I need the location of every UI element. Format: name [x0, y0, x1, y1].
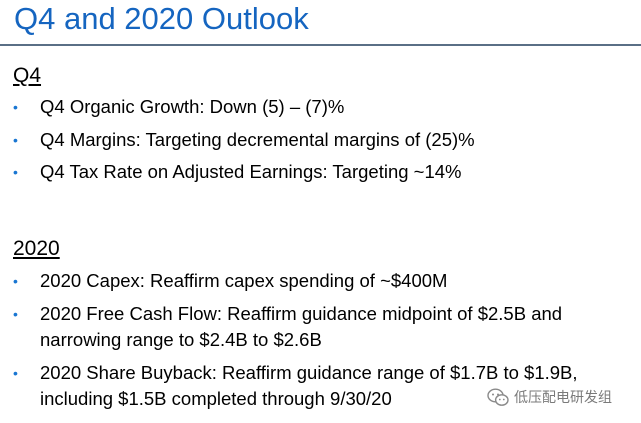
title-divider [0, 44, 641, 46]
section-heading-2020: 2020 [13, 237, 60, 260]
bullet-q4-organic-growth: Q4 Organic Growth: Down (5) – (7)% [40, 96, 345, 117]
bullet-marker: • [13, 306, 18, 322]
section-heading-q4: Q4 [13, 64, 42, 87]
bullet-q4-margins: Q4 Margins: Targeting decremental margin… [40, 129, 475, 150]
bullet-marker: • [13, 365, 18, 381]
bullet-q4-tax-rate: Q4 Tax Rate on Adjusted Earnings: Target… [40, 161, 462, 182]
bullet-marker: • [13, 132, 18, 148]
wechat-icon [487, 387, 509, 406]
bullet-marker: • [13, 273, 18, 289]
bullet-2020-free-cash-flow: 2020 Free Cash Flow: Reaffirm guidance m… [40, 303, 563, 324]
bullet-2020-share-buyback: 2020 Share Buyback: Reaffirm guidance ra… [40, 362, 578, 383]
watermark-text: 低压配电研发组 [514, 389, 612, 405]
bullet-marker: • [13, 164, 18, 180]
watermark: 低压配电研发组 [487, 386, 612, 408]
bullet-2020-free-cash-flow-cont: narrowing range to $2.4B to $2.6B [40, 329, 322, 350]
page-title: Q4 and 2020 Outlook [14, 1, 309, 36]
bullet-2020-capex: 2020 Capex: Reaffirm capex spending of ~… [40, 270, 448, 291]
bullet-2020-share-buyback-cont: including $1.5B completed through 9/30/2… [40, 388, 392, 409]
bullet-marker: • [13, 99, 18, 115]
